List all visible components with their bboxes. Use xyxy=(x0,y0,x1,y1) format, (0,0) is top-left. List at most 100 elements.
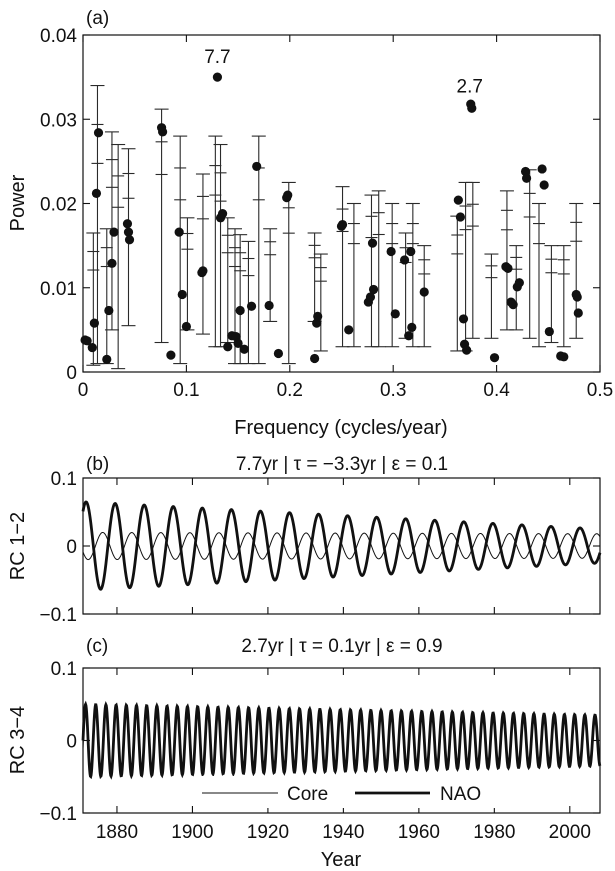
panel-a: (a) 0 0.01 0.02 0.03 0.04 0 0.1 0.2 0.3 0.4 0.5 7… xyxy=(7,8,613,439)
x-tick-label: 0.2 xyxy=(277,380,303,401)
data-point xyxy=(109,227,119,237)
data-point xyxy=(406,246,416,257)
x-tick-label: 1900 xyxy=(171,822,213,843)
data-point xyxy=(514,278,524,288)
panel-b: (b) 7.7yr | τ = −3.3yr | ε = 0.1 0.1 0 −0.… xyxy=(7,454,602,626)
data-point xyxy=(246,301,257,311)
x-tick-label: 0.4 xyxy=(483,380,510,401)
x-tick-label: 1940 xyxy=(322,822,364,843)
y-tick-label: 0.04 xyxy=(40,26,77,47)
panel-c-nao-line xyxy=(81,700,602,780)
legend: Core NAO xyxy=(196,776,514,808)
data-point xyxy=(217,209,228,219)
data-point xyxy=(239,344,249,354)
data-point xyxy=(122,219,133,229)
y-tick-label: 0 xyxy=(66,363,77,384)
data-point xyxy=(390,309,400,319)
data-point xyxy=(404,331,414,341)
panel-c-y-axis-title: RC 3−4 xyxy=(7,706,29,774)
x-tick-label: 2000 xyxy=(549,822,591,843)
panel-b-y-axis-title: RC 1−2 xyxy=(7,512,29,580)
panel-a-frame xyxy=(82,34,601,373)
data-point xyxy=(344,325,354,335)
x-tick-label: 0 xyxy=(78,380,89,401)
data-point xyxy=(235,305,245,316)
panel-a-error-bars xyxy=(86,85,584,370)
data-point xyxy=(520,166,531,177)
data-point xyxy=(124,235,135,245)
x-tick-label: 1960 xyxy=(398,822,440,843)
data-point xyxy=(572,292,582,302)
data-point xyxy=(462,345,472,355)
legend-core-label: Core xyxy=(287,784,328,805)
panel-a-x-ticks: 0 0.1 0.2 0.3 0.4 0.5 xyxy=(78,35,613,401)
y-tick-label: −0.1 xyxy=(39,605,77,626)
panel-b-nao-line xyxy=(81,500,602,591)
data-point xyxy=(337,219,348,230)
x-tick-label: 0.1 xyxy=(173,380,199,401)
data-point xyxy=(399,255,410,265)
panel-a-points xyxy=(80,72,583,364)
data-point xyxy=(367,238,378,248)
data-point xyxy=(467,103,477,113)
data-point xyxy=(82,336,92,346)
data-point xyxy=(91,188,102,198)
data-point xyxy=(93,128,104,138)
data-point xyxy=(489,353,500,363)
y-tick-label: −0.1 xyxy=(39,804,77,825)
data-point xyxy=(419,287,429,297)
data-point xyxy=(223,342,233,352)
data-point xyxy=(544,326,554,337)
data-point xyxy=(521,173,532,183)
x-tick-label: 0.3 xyxy=(380,380,406,401)
legend-nao-label: NAO xyxy=(440,784,481,805)
panel-b-x-ticks xyxy=(116,478,571,614)
panel-c-x-ticks: 1880 1900 1920 1940 1960 1980 2000 xyxy=(96,668,591,843)
data-point xyxy=(212,72,223,82)
data-point xyxy=(87,342,97,353)
data-point xyxy=(158,127,168,137)
data-point xyxy=(107,258,117,268)
data-point xyxy=(104,305,114,316)
data-point xyxy=(177,289,187,300)
x-tick-label: 1980 xyxy=(473,822,515,843)
y-tick-label: 0 xyxy=(66,537,77,558)
data-point xyxy=(123,227,134,237)
y-tick-label: 0.1 xyxy=(51,469,77,490)
y-tick-label: 0.02 xyxy=(40,195,77,216)
data-point xyxy=(368,284,379,295)
y-tick-label: 0.03 xyxy=(40,110,77,131)
data-point xyxy=(365,292,376,302)
data-point xyxy=(174,227,184,237)
data-point xyxy=(508,300,518,310)
data-point xyxy=(386,246,396,257)
data-point xyxy=(458,314,469,324)
data-point xyxy=(283,190,293,200)
data-point xyxy=(539,180,549,190)
data-point xyxy=(312,318,322,328)
data-point xyxy=(537,164,547,174)
annotation-peak-2-7: 2.7 xyxy=(457,77,483,98)
data-point xyxy=(310,353,320,364)
data-point xyxy=(264,300,274,311)
panel-c-title: 2.7yr | τ = 0.1yr | ε = 0.9 xyxy=(241,636,442,657)
data-point xyxy=(198,266,208,276)
panel-a-y-ticks: 0 0.01 0.02 0.03 0.04 xyxy=(40,26,600,384)
panel-c-y-ticks: 0.1 0 −0.1 xyxy=(39,659,600,825)
x-tick-label: 1880 xyxy=(96,822,138,843)
panel-a-y-axis-title: Power xyxy=(7,174,29,231)
data-point xyxy=(407,322,417,332)
x-tick-label: 0.5 xyxy=(587,380,613,401)
data-point xyxy=(559,352,569,362)
panel-b-tag: (b) xyxy=(86,454,109,475)
data-point xyxy=(89,318,99,328)
annotation-peak-7-7: 7.7 xyxy=(204,47,230,68)
y-tick-label: 0.01 xyxy=(40,279,77,300)
data-point xyxy=(453,195,463,205)
panel-c-x-axis-title: Year xyxy=(321,849,362,871)
panel-c: (c) 2.7yr | τ = 0.1yr | ε = 0.9 0.1 0 −0.1… xyxy=(7,636,602,871)
y-tick-label: 0 xyxy=(66,732,77,753)
x-tick-label: 1920 xyxy=(247,822,289,843)
panel-a-tag: (a) xyxy=(86,8,109,29)
